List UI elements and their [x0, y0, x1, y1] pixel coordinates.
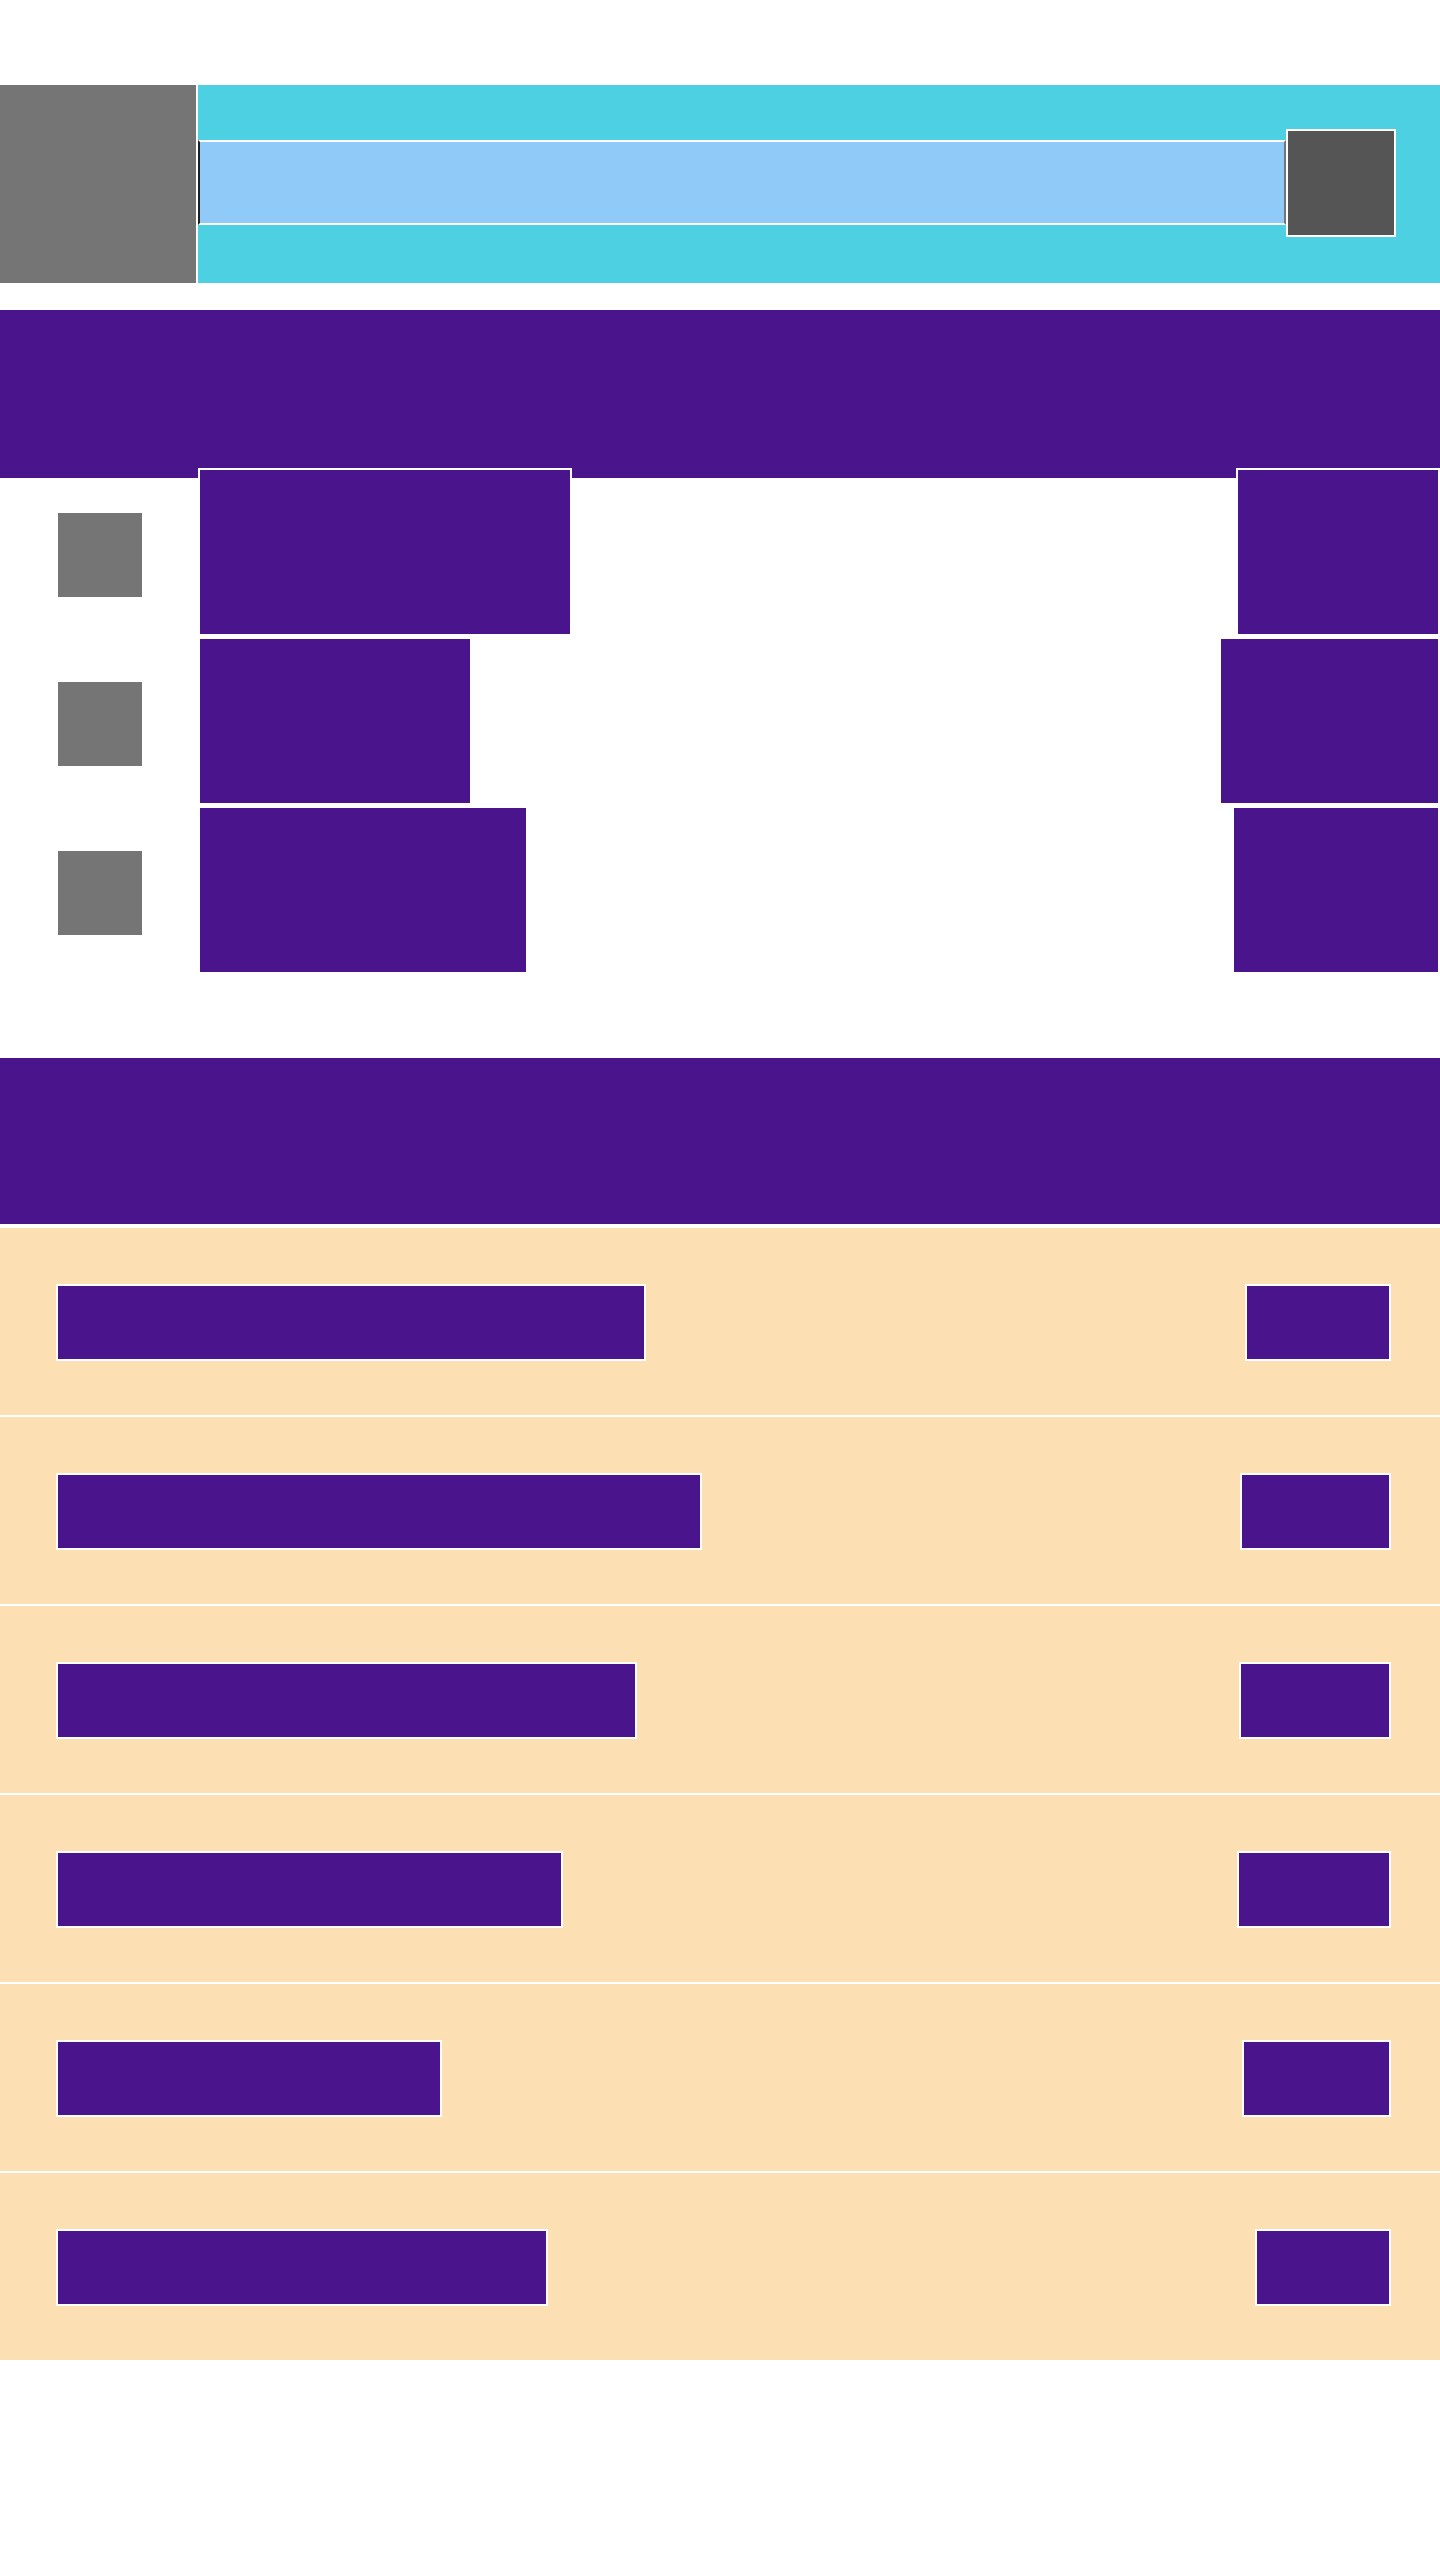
list-item-badge — [1255, 2229, 1391, 2306]
list-item-title — [56, 2229, 548, 2306]
list-item[interactable] — [0, 1415, 1440, 1604]
list-item[interactable] — [0, 1226, 1440, 1415]
thumbnail-icon[interactable] — [0, 85, 198, 283]
list-item[interactable] — [0, 1793, 1440, 1982]
list-item-title — [56, 1473, 702, 1550]
list-item-title — [56, 2040, 442, 2117]
list-item-badge — [1237, 1851, 1391, 1928]
list-item[interactable] — [0, 1982, 1440, 2171]
list-item[interactable] — [0, 2171, 1440, 2362]
list-item-title[interactable] — [198, 468, 572, 636]
list-item-meta[interactable] — [1236, 468, 1440, 636]
list-item[interactable] — [0, 1604, 1440, 1793]
section-header — [0, 310, 1440, 478]
list-item-title — [56, 1284, 646, 1361]
list-item-meta[interactable] — [1219, 637, 1440, 805]
section-header — [0, 1058, 1440, 1226]
list-item-meta[interactable] — [1232, 806, 1440, 974]
list-item-title[interactable] — [198, 637, 472, 805]
list-item-title[interactable] — [198, 806, 528, 974]
search-input[interactable] — [198, 140, 1286, 225]
row-thumbnail-icon — [58, 513, 142, 597]
row-thumbnail-icon — [58, 851, 142, 935]
list-item-badge — [1245, 1284, 1391, 1361]
list-item-badge — [1239, 1662, 1391, 1739]
row-thumbnail-icon — [58, 682, 142, 766]
list-item-title — [56, 1662, 637, 1739]
list-item-badge — [1240, 1473, 1391, 1550]
search-action-button[interactable] — [1286, 129, 1396, 237]
list-item-badge — [1242, 2040, 1391, 2117]
list-item-title — [56, 1851, 563, 1928]
